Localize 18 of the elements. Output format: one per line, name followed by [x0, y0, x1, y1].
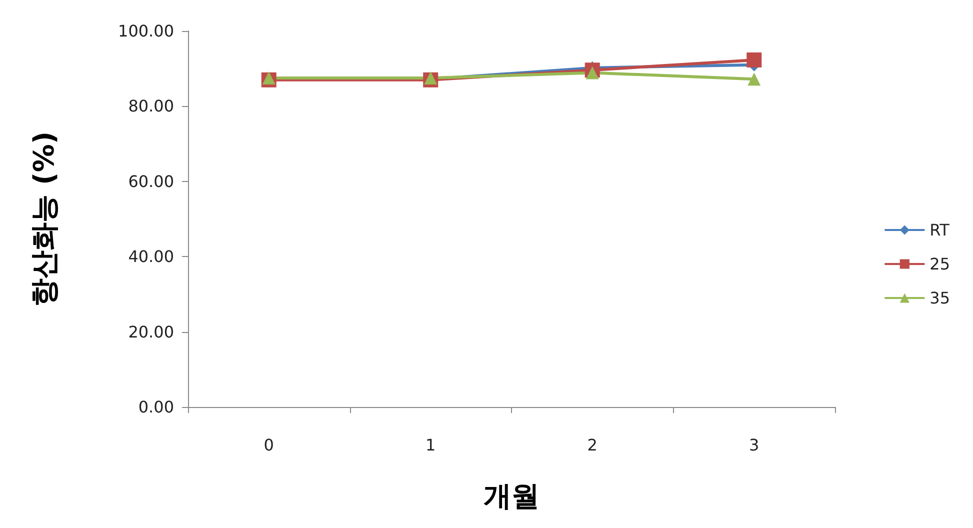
- y-tick-label: 80.00: [128, 96, 174, 116]
- point: [748, 72, 761, 86]
- legend-label: 35: [930, 288, 950, 308]
- y-tick-label: 0.00: [138, 398, 174, 416]
- point: [586, 66, 599, 80]
- x-tick-label: 1: [426, 436, 436, 454]
- legend-label: RT: [930, 220, 950, 240]
- x-tick-label: 3: [749, 436, 760, 454]
- y-tick-label: 20.00: [128, 322, 174, 342]
- y-tick-label: 100.00: [118, 22, 174, 40]
- y-tick-label: 60.00: [128, 172, 174, 191]
- x-tick-label: 0: [264, 436, 274, 454]
- x-axis-title: 개월: [484, 480, 540, 512]
- legend-label: 25: [930, 254, 950, 274]
- y-axis-title: 항산화능 (%): [28, 131, 60, 307]
- point: [746, 52, 762, 68]
- y-tick-label: 40.00: [128, 247, 174, 266]
- x-tick-label: 2: [587, 436, 598, 454]
